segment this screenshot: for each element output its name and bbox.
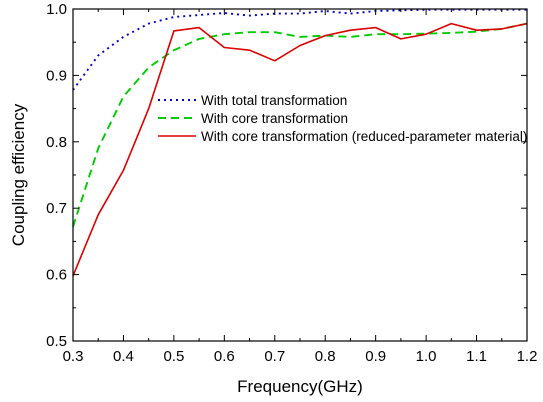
series-line-1	[72, 8, 527, 91]
x-tick-label: 1.0	[416, 348, 437, 365]
legend-label-3: With core transformation (reduced-parame…	[201, 129, 527, 144]
x-axis-title: Frequency(GHz)	[237, 377, 363, 396]
legend-label-2: With core transformation	[201, 111, 348, 126]
y-tick-label: 0.7	[46, 200, 67, 217]
legend-label-1: With total transformation	[201, 93, 347, 108]
y-tick-label: 0.6	[46, 267, 67, 284]
x-tick-label: 0.4	[113, 348, 134, 365]
y-tick-label: 0.8	[46, 134, 67, 151]
x-tick-label: 0.8	[315, 348, 336, 365]
x-tick-label: 0.5	[163, 348, 184, 365]
series-line-2	[72, 22, 528, 228]
y-tick-label: 0.9	[46, 67, 67, 84]
y-tick-label: 0.5	[46, 333, 67, 350]
x-tick-label: 0.7	[264, 348, 285, 365]
x-tick-label: 0.9	[365, 348, 386, 365]
ticks-layer: 0.3 0.4 0.5 0.6 0.7 0.8 0.9 1.0 1.1 1.2 0.5 0.6 0.7 0…	[46, 1, 537, 365]
y-axis-title: Coupling efficiency	[9, 103, 28, 246]
series-layer	[72, 8, 528, 277]
x-tick-label: 1.2	[517, 348, 538, 365]
x-tick-label: 0.6	[214, 348, 235, 365]
x-tick-label: 1.1	[466, 348, 487, 365]
x-tick-label: 0.3	[63, 348, 84, 365]
series-line-3	[72, 22, 528, 277]
legend: With total transformation With core trans…	[158, 93, 527, 144]
plot-frame	[72, 8, 528, 342]
y-tick-label: 1.0	[46, 1, 67, 18]
